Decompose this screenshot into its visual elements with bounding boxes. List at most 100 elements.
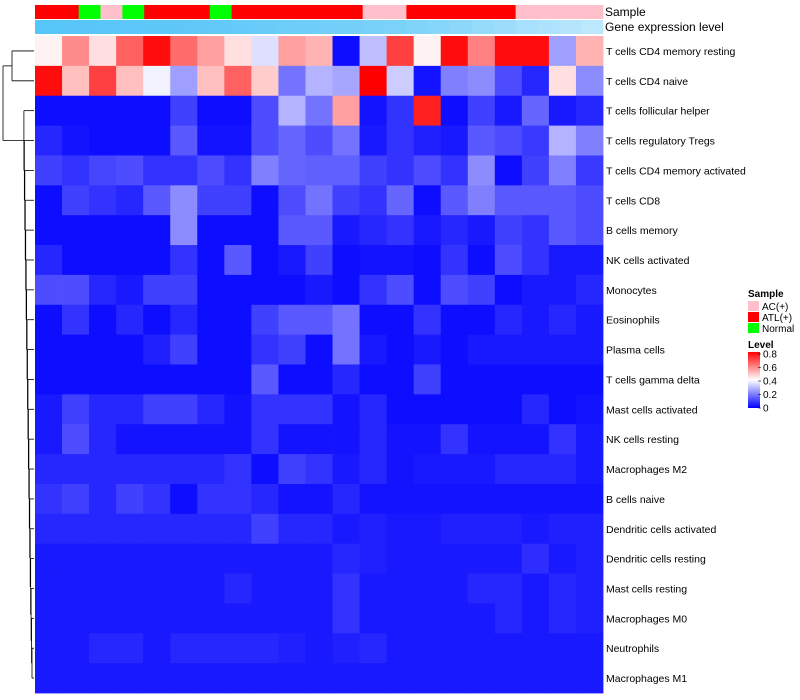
level-legend-label: 0.2 <box>763 390 777 401</box>
heatmap-cell <box>440 364 469 395</box>
heatmap-cell <box>251 573 279 604</box>
heatmap-cell <box>89 155 117 186</box>
heatmap-cell <box>548 603 577 634</box>
row-label: T cells regulatory Tregs <box>606 136 715 148</box>
heatmap-cell <box>251 65 279 97</box>
heatmap-cell <box>521 304 550 336</box>
heatmap-cell <box>332 274 360 306</box>
heatmap-cell <box>251 543 279 574</box>
heatmap-cell <box>143 245 171 276</box>
heatmap-cell <box>35 483 63 515</box>
sample-legend-swatch <box>748 301 759 311</box>
heatmap-cell <box>548 155 577 186</box>
heatmap-cell <box>143 304 171 336</box>
heatmap-cell <box>332 304 360 336</box>
heatmap-cell <box>386 663 415 694</box>
heatmap-cell <box>197 394 225 425</box>
heatmap-cell <box>575 65 604 97</box>
row-label: Eosinophils <box>606 315 660 327</box>
heatmap-cell <box>224 155 252 186</box>
heatmap-cell <box>575 304 604 336</box>
heatmap-cell <box>305 483 333 515</box>
heatmap-cell <box>521 394 550 425</box>
heatmap-cell <box>359 513 388 545</box>
row-label: T cells CD4 memory activated <box>606 165 746 177</box>
heatmap-cell <box>386 304 415 336</box>
heatmap-cell <box>332 603 360 634</box>
row-label: Neutrophils <box>606 643 659 655</box>
level-legend-label: 0.4 <box>763 377 777 388</box>
heatmap-cell <box>467 513 496 545</box>
heatmap-cell <box>143 424 171 455</box>
heatmap-cell <box>413 274 442 306</box>
sample-legend-swatch <box>748 312 759 322</box>
heatmap-cell <box>440 454 469 485</box>
heatmap-cell <box>386 603 415 634</box>
heatmap-cell <box>143 185 171 216</box>
heatmap-cell <box>197 603 225 634</box>
heatmap-cell <box>197 215 225 246</box>
heatmap-cell <box>521 483 550 515</box>
heatmap-cell <box>548 245 577 276</box>
heatmap-cell <box>332 543 360 574</box>
row-label: T cells gamma delta <box>606 374 700 386</box>
heatmap-cell <box>548 394 577 425</box>
sample-annotation-cell <box>122 5 145 19</box>
heatmap-cell <box>116 364 144 395</box>
heatmap-cell <box>548 185 577 216</box>
heatmap-cell <box>224 364 252 395</box>
heatmap-cell <box>143 155 171 186</box>
heatmap-cell <box>521 274 550 306</box>
heatmap-cell <box>359 603 388 634</box>
heatmap-cell <box>332 454 360 485</box>
heatmap-cell <box>116 155 144 186</box>
gene-expression-annotation-bar <box>35 20 604 34</box>
heatmap-cell <box>170 95 198 126</box>
heatmap-cell <box>305 245 333 276</box>
heatmap-cell <box>467 483 496 515</box>
heatmap-cell <box>143 543 171 574</box>
gene-annotation-cell <box>78 20 101 34</box>
gene-annotation-cell <box>406 20 429 34</box>
heatmap-cell <box>467 36 496 67</box>
heatmap-cell <box>548 633 577 664</box>
heatmap-cell <box>197 454 225 485</box>
heatmap-cell <box>170 65 198 97</box>
heatmap-cell <box>575 603 604 634</box>
heatmap-cell <box>62 334 90 365</box>
heatmap-cell <box>548 125 577 156</box>
sample-legend-entries: AC(+)ATL(+)Normal <box>748 301 794 335</box>
heatmap-cell <box>386 155 415 186</box>
heatmap-cell <box>494 663 523 694</box>
heatmap-cell <box>386 424 415 455</box>
heatmap-cell <box>575 513 604 545</box>
heatmap-cell <box>224 424 252 455</box>
heatmap-cell <box>548 304 577 336</box>
heatmap-cell <box>467 454 496 485</box>
heatmap-cell <box>575 483 604 515</box>
heatmap-cell <box>62 125 90 156</box>
heatmap-cell <box>197 245 225 276</box>
heatmap-cell <box>386 95 415 126</box>
heatmap-cell <box>251 155 279 186</box>
heatmap-cell <box>440 394 469 425</box>
heatmap-cell <box>224 454 252 485</box>
gene-annotation-cell <box>493 20 517 34</box>
heatmap-cell <box>251 513 279 545</box>
heatmap-cell <box>494 304 523 336</box>
heatmap-cell <box>413 215 442 246</box>
heatmap-cell <box>467 245 496 276</box>
heatmap-cell <box>494 95 523 126</box>
heatmap-cell <box>197 65 225 97</box>
heatmap-cell <box>359 95 388 126</box>
heatmap-cell <box>62 513 90 545</box>
row-label: NK cells resting <box>606 434 679 446</box>
heatmap-cell <box>521 65 550 97</box>
heatmap-cell <box>170 483 198 515</box>
heatmap-cell <box>386 513 415 545</box>
heatmap-cell <box>278 424 306 455</box>
heatmap-cell <box>386 633 415 664</box>
heatmap-cell <box>170 155 198 186</box>
heatmap-cell <box>35 125 63 156</box>
heatmap-cell <box>440 573 469 604</box>
